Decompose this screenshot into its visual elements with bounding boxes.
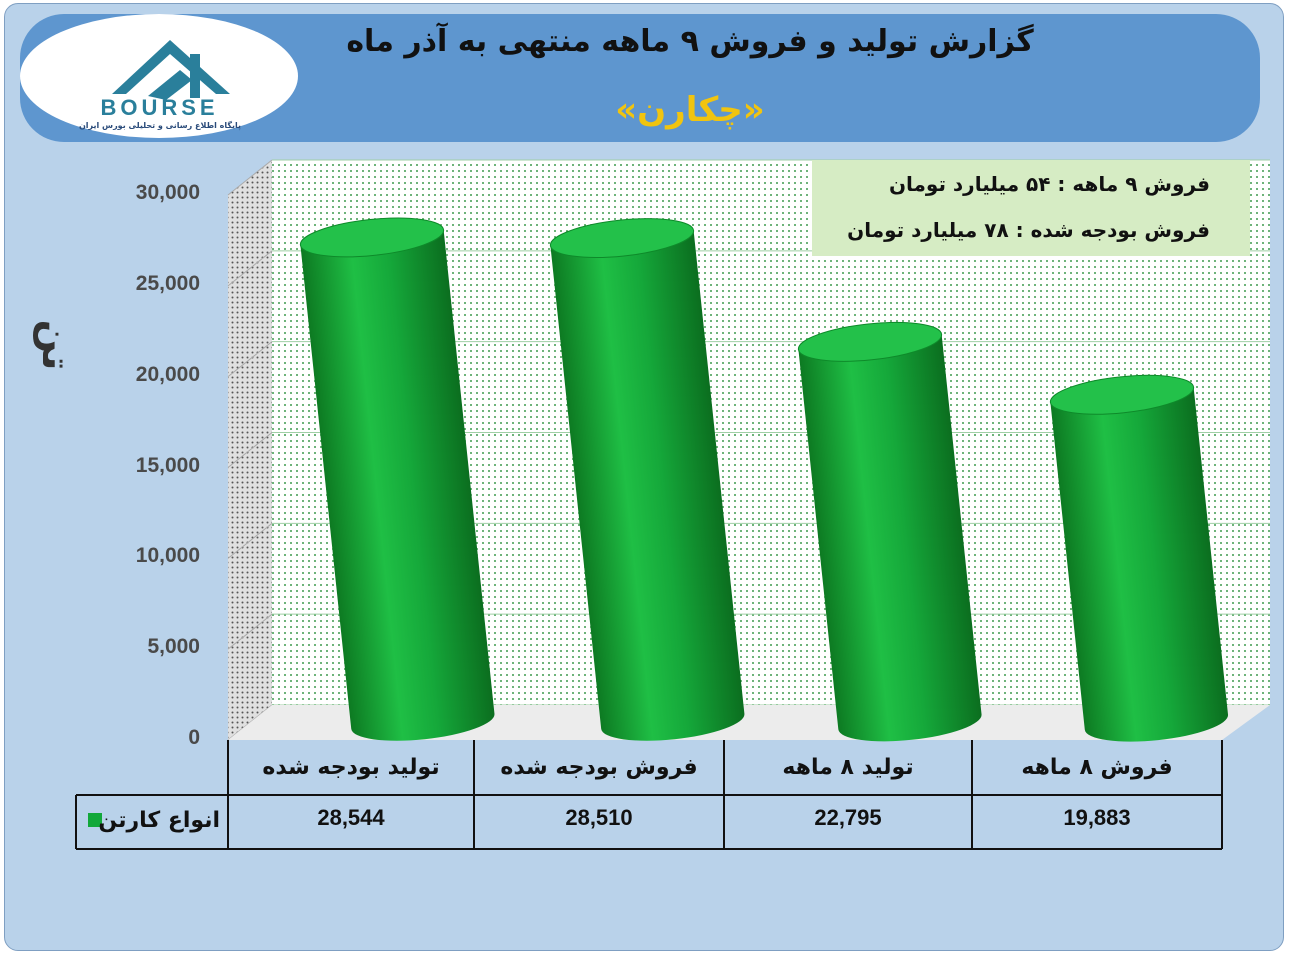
y-tick-label: 10,000 [135,544,200,568]
y-tick-label: 15,000 [135,453,200,477]
info-box: فروش ۹ ماهه : ۵۴ میلیارد تومان فروش بودج… [812,160,1250,256]
bar-body [798,334,982,742]
data-label: 22,795 [814,805,882,830]
legend-label: انواع کارتن [98,808,220,833]
bar [549,218,745,741]
info-line-sales: فروش ۹ ماهه : ۵۴ میلیارد تومان [888,172,1210,196]
bar-top [797,321,943,362]
logo-text: BOURSE [100,95,219,120]
bar-body [550,230,745,741]
data-label: 19,883 [1063,805,1131,830]
gridline [227,341,273,378]
category-label: فروش بودجه شده [500,755,698,780]
bar-top [299,217,445,258]
gridline [227,250,273,287]
logo-subtext: پایگاه اطلاع رسانی و تحلیلی بورس ایران [78,121,242,130]
y-tick-label: 30,000 [135,181,200,204]
data-label: 28,544 [317,805,385,830]
legend-swatch [88,813,102,827]
y-tick-label: 20,000 [135,362,200,386]
gridline [227,522,273,559]
gridline [227,613,273,650]
bar-top [1049,374,1195,415]
category-label: تولید ۸ ماهه [782,755,914,780]
bar [797,321,982,742]
logo-mark-icon [112,40,230,100]
gridline [227,432,273,468]
data-label: 28,510 [565,805,633,830]
category-label: فروش ۸ ماهه [1021,755,1173,780]
category-label: تولید بودجه شده [262,755,440,780]
y-tick-label: 25,000 [135,271,200,295]
logo-badge [20,14,298,138]
bar-top [549,218,695,258]
y-tick-label: 0 [188,726,200,749]
chart-title: گزارش تولید و فروش ۹ ماهه منتهی به آذر م… [346,24,1034,59]
y-tick-label: 5,000 [147,635,200,659]
bar [1049,374,1229,742]
bar [299,217,495,741]
bar-body [1050,387,1229,742]
chart-subtitle: «چکارن» [615,90,765,130]
bar-body [300,229,495,741]
info-line-budget: فروش بودجه شده : ۷۸ میلیارد تومان [847,218,1210,242]
gridline [227,159,273,196]
